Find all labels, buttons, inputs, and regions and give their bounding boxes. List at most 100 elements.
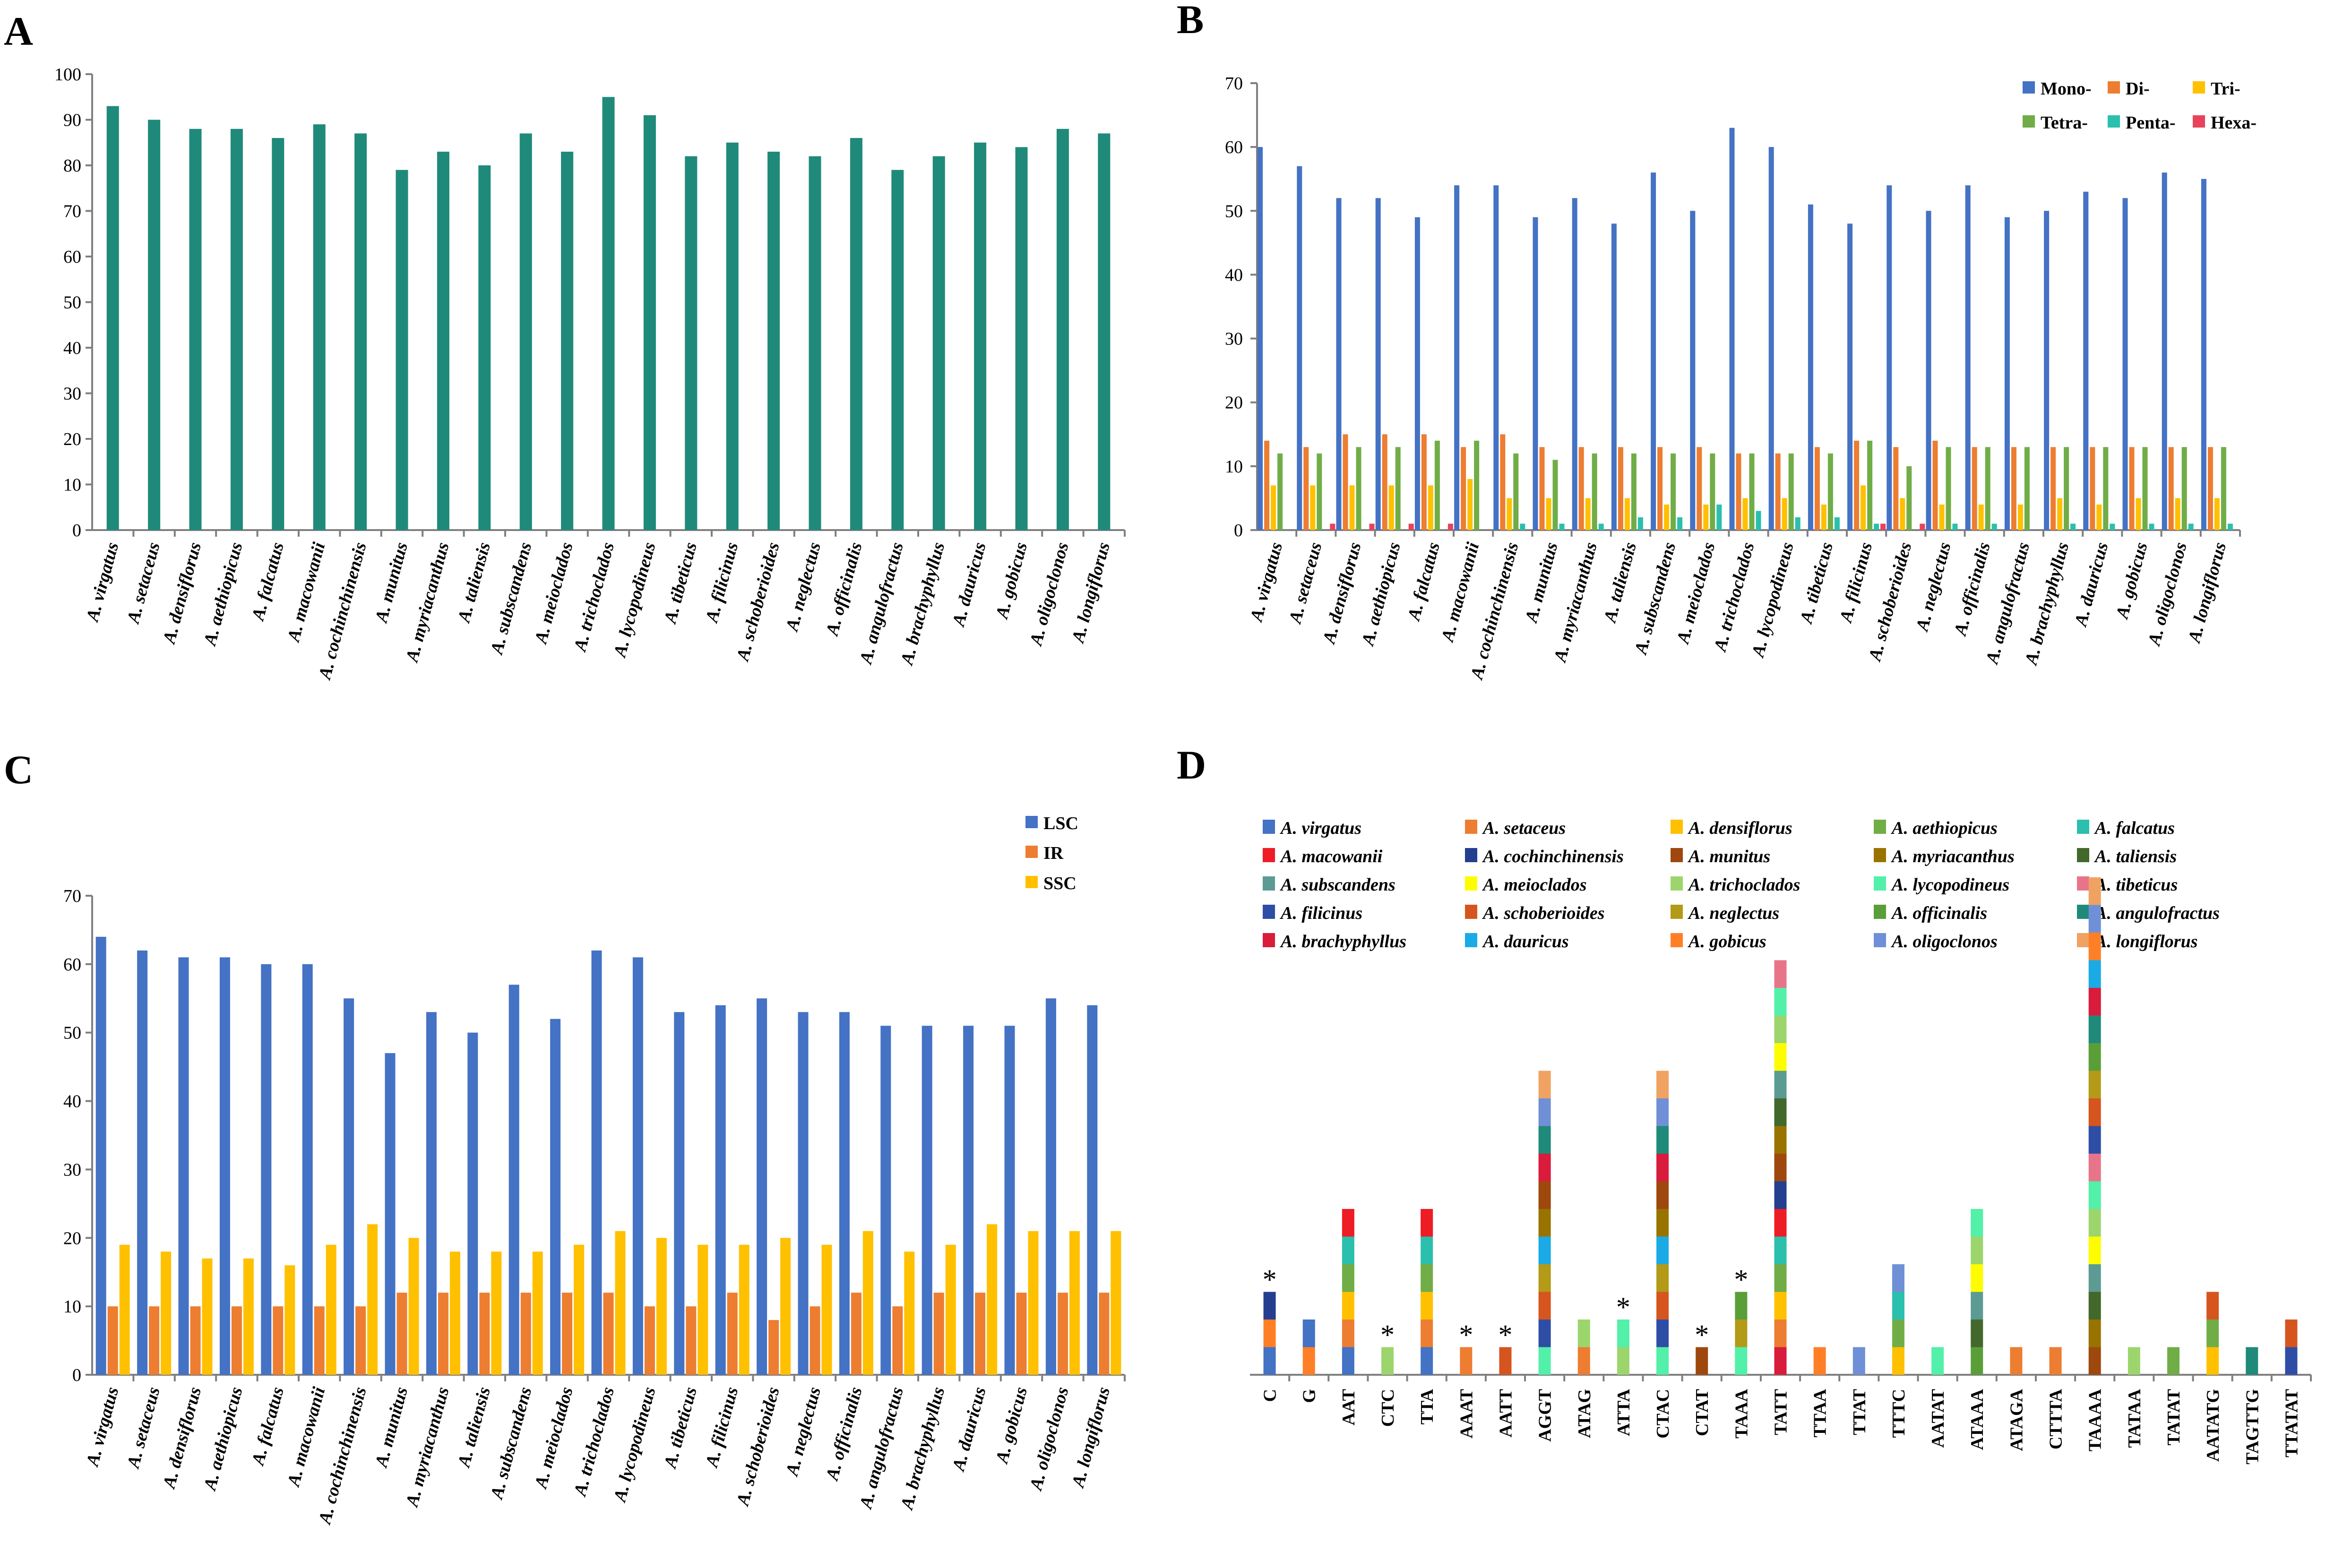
- bar: [1697, 447, 1702, 530]
- stack-segment: [1421, 1347, 1433, 1375]
- bar: [1821, 504, 1826, 530]
- legend-label: A. virgatus: [1280, 818, 1361, 838]
- bar: [1808, 204, 1813, 530]
- bar: [1098, 133, 1111, 530]
- bar: [1598, 523, 1604, 530]
- stack-segment: [1735, 1292, 1748, 1320]
- stack-segment: [1538, 1320, 1551, 1347]
- stack-segment: [2088, 1181, 2101, 1209]
- stack-segment: [1656, 1292, 1669, 1320]
- legend-label: A. meioclados: [1482, 875, 1587, 895]
- stack-segment: [2167, 1347, 2180, 1375]
- stack-segment: [2088, 1209, 2101, 1237]
- bar: [1277, 453, 1283, 530]
- stack-segment: [1538, 1098, 1551, 1126]
- stack-segment: [2088, 933, 2101, 960]
- bar: [821, 1244, 832, 1375]
- y-tick-label: 20: [1225, 393, 1243, 413]
- bar: [1343, 434, 1348, 530]
- x-category-label: A. oligoclonos: [1026, 540, 1073, 648]
- stack-segment: [2206, 1292, 2219, 1320]
- legend-swatch: [1874, 820, 1886, 834]
- x-category-label: A. gobicus: [991, 540, 1031, 621]
- y-tick-label: 60: [63, 955, 81, 975]
- stack-segment: [1656, 1264, 1669, 1292]
- legend-label: A. trichoclados: [1688, 875, 1800, 895]
- stack-segment: [1617, 1320, 1629, 1347]
- bar: [396, 1293, 407, 1375]
- legend-swatch: [1671, 933, 1683, 947]
- x-category-label: ATAG: [1575, 1389, 1594, 1438]
- bar: [892, 1306, 903, 1375]
- x-category-label: A. aethiopicus: [200, 540, 247, 648]
- x-category-label: A. oligoclonos: [2144, 540, 2191, 648]
- bar: [2175, 498, 2180, 530]
- x-category-label: A. virgatus: [82, 1385, 122, 1469]
- bar: [686, 1306, 697, 1375]
- x-category-label: TTAA: [1810, 1388, 1830, 1437]
- bar: [715, 1005, 726, 1375]
- stack-segment: [1735, 1320, 1748, 1347]
- stack-segment: [1813, 1347, 1826, 1375]
- stack-segment: [1971, 1209, 1983, 1237]
- bar: [1467, 479, 1473, 530]
- stack-segment: [1302, 1347, 1315, 1375]
- bar: [1920, 523, 1925, 530]
- legend-swatch: [1671, 876, 1683, 891]
- stack-segment: [1774, 960, 1787, 988]
- legend-swatch: [2108, 81, 2120, 94]
- legend-label: A. tibeticus: [2094, 875, 2178, 895]
- bar: [189, 129, 202, 530]
- bar: [1539, 447, 1545, 530]
- bar: [891, 170, 904, 530]
- bar: [1893, 447, 1899, 530]
- y-tick-label: 40: [63, 1092, 81, 1112]
- stack-segment: [1774, 1181, 1787, 1209]
- legend-swatch: [1671, 905, 1683, 919]
- legend-label: A. cochinchinensis: [1482, 847, 1624, 866]
- stack-segment: [1617, 1347, 1629, 1375]
- legend-swatch: [1874, 848, 1886, 862]
- stack-segment: [1774, 1320, 1787, 1347]
- panel-label: A: [4, 9, 33, 54]
- bar: [1317, 453, 1322, 530]
- bar: [798, 1012, 809, 1375]
- bar: [1500, 434, 1506, 530]
- bar: [550, 1019, 561, 1375]
- legend-swatch: [1465, 820, 1477, 834]
- x-category-label: A. meioclados: [531, 540, 577, 646]
- stack-segment: [1538, 1126, 1551, 1154]
- stack-segment: [2088, 1347, 2101, 1375]
- x-category-label: A. macowanii: [284, 1385, 329, 1489]
- bar: [437, 152, 449, 530]
- bar: [1015, 147, 1028, 530]
- x-category-label: ATTA: [1614, 1388, 1634, 1436]
- stack-segment: [2206, 1320, 2219, 1347]
- bar: [1887, 185, 1892, 530]
- stack-segment: [1971, 1320, 1983, 1347]
- bar: [1677, 517, 1683, 530]
- y-tick-label: 50: [1225, 201, 1243, 221]
- stack-segment: [1656, 1320, 1669, 1347]
- bar: [1690, 211, 1696, 530]
- x-category-label: CTAC: [1653, 1389, 1673, 1439]
- x-category-label: AAAT: [1456, 1389, 1476, 1439]
- stack-segment: [1931, 1347, 1944, 1375]
- bar: [2011, 447, 2016, 530]
- bar: [2201, 179, 2206, 530]
- stack-segment: [2088, 905, 2101, 933]
- bar: [2162, 172, 2167, 530]
- x-category-label: A. setaceus: [123, 540, 164, 626]
- y-tick-label: 30: [63, 384, 81, 404]
- bar: [644, 1306, 655, 1375]
- x-category-label: A. brachyphyllus: [896, 1385, 948, 1512]
- bar: [1926, 211, 1931, 530]
- x-category-label: A. tibeticus: [660, 540, 701, 626]
- x-category-label: A. longiflorus: [1068, 540, 1114, 645]
- stack-segment: [1774, 1236, 1787, 1264]
- bar: [149, 1306, 160, 1375]
- y-tick-label: 0: [1234, 521, 1243, 540]
- stack-segment: [1342, 1236, 1354, 1264]
- stack-segment: [1342, 1347, 1354, 1375]
